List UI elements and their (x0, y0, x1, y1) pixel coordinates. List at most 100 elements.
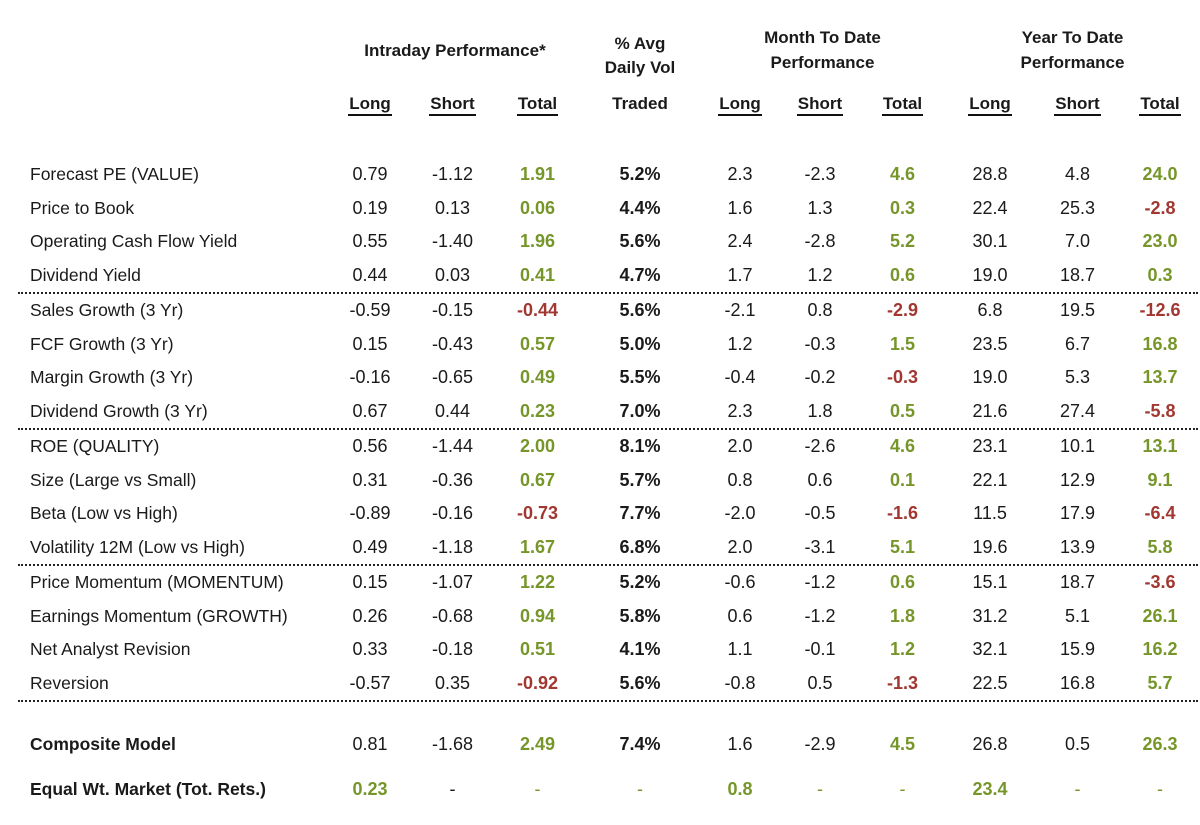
row-label: Size (Large vs Small) (30, 469, 197, 490)
column-header-mtd-short: Short (780, 94, 860, 118)
value-cell: -3.6 (1144, 572, 1176, 593)
value-cell: 0.79 (352, 164, 388, 185)
column-header-label: Long (718, 94, 762, 116)
value-cell: 13.1 (1142, 436, 1178, 457)
value-cell: -1.6 (886, 503, 919, 524)
value-cell: 1.67 (519, 536, 556, 557)
value-cell: 4.1% (619, 639, 661, 660)
value-cell: 0.15 (352, 572, 388, 593)
table-row: ROE (QUALITY) 0.56 -1.44 2.00 8.1% 2.0 -2.6 4.6… (0, 430, 1200, 464)
value-cell: 0.35 (434, 672, 471, 693)
value-cell: -2.9 (886, 300, 919, 321)
value-cell: 23.5 (972, 333, 1008, 354)
value-cell: 0.23 (519, 400, 556, 421)
value-cell: 0.67 (352, 400, 388, 421)
value-cell: - (534, 778, 541, 799)
value-cell: - (1157, 778, 1163, 799)
table-row: Dividend Growth (3 Yr) 0.67 0.44 0.23 7.0% 2.… (0, 395, 1200, 429)
value-cell: 15.9 (1059, 639, 1096, 660)
value-cell: 5.7 (1147, 672, 1173, 693)
value-cell: 7.4% (619, 734, 661, 755)
column-header-label: Total (881, 94, 924, 116)
row-label: ROE (QUALITY) (30, 436, 160, 457)
row-label: Price Momentum (MOMENTUM) (30, 572, 284, 593)
value-cell: - (449, 778, 456, 799)
table-header: Intraday Performance* % Avg Daily Vol Mo… (0, 0, 1200, 118)
table-row: Margin Growth (3 Yr) -0.16 -0.65 0.49 5.5% -0… (0, 361, 1200, 395)
value-cell: 0.5 (807, 672, 833, 693)
value-cell: -0.1 (804, 639, 836, 660)
column-header-label: Traded (612, 94, 668, 113)
column-header-label: Long (348, 94, 392, 116)
value-cell: 9.1 (1147, 469, 1173, 490)
value-cell: 4.5 (889, 734, 916, 755)
value-cell: 19.5 (1059, 300, 1096, 321)
row-label: Beta (Low vs High) (30, 503, 178, 524)
value-cell: -1.12 (431, 164, 474, 185)
table-row: Beta (Low vs High) -0.89 -0.16 -0.73 7.7% -2.… (0, 497, 1200, 531)
table-body: Forecast PE (VALUE) 0.79 -1.12 1.91 5.2% 2.3 -… (0, 158, 1200, 806)
value-cell: 1.3 (807, 197, 833, 218)
value-cell: 5.1 (1064, 605, 1091, 626)
value-cell: 0.1 (889, 469, 916, 490)
column-header-mtd-total: Total (860, 94, 945, 118)
value-cell: 1.6 (727, 197, 753, 218)
value-cell: 1.2 (807, 264, 833, 285)
table-row: Price to Book 0.19 0.13 0.06 4.4% 1.6 1.3 0.3 22… (0, 192, 1200, 226)
row-label: Reversion (30, 672, 109, 693)
value-cell: 1.2 (889, 639, 916, 660)
column-header-ytd-long: Long (945, 94, 1035, 118)
row-label: Volatility 12M (Low vs High) (30, 536, 245, 557)
value-cell: -0.68 (431, 605, 474, 626)
value-cell: 0.94 (519, 605, 556, 626)
table-row: Net Analyst Revision 0.33 -0.18 0.51 4.1% 1.1… (0, 633, 1200, 667)
table-row: Reversion -0.57 0.35 -0.92 5.6% -0.8 0.5 -1.3 22… (0, 667, 1200, 701)
header-avg-daily-vol: % Avg Daily Vol (604, 34, 676, 77)
value-cell: 2.3 (727, 164, 753, 185)
value-cell: 4.6 (889, 436, 916, 457)
value-cell: -1.68 (431, 734, 474, 755)
value-cell: 2.4 (727, 231, 753, 252)
value-cell: -0.18 (431, 639, 474, 660)
value-cell: 0.56 (352, 436, 388, 457)
value-cell: -5.8 (1144, 400, 1176, 421)
value-cell: 4.4% (619, 197, 661, 218)
value-cell: 5.5% (619, 367, 661, 388)
value-cell: 5.8% (619, 605, 661, 626)
row-label: Composite Model (30, 734, 176, 755)
header-year-to-date: Year To Date Performance (1020, 28, 1125, 72)
value-cell: 26.1 (1142, 605, 1178, 626)
value-cell: 5.0% (619, 333, 661, 354)
value-cell: 5.3 (1064, 367, 1091, 388)
value-cell: 1.7 (727, 264, 753, 285)
value-cell: -1.07 (431, 572, 474, 593)
value-cell: 5.7% (619, 469, 661, 490)
value-cell: 2.0 (727, 436, 753, 457)
value-cell: -1.2 (804, 605, 836, 626)
row-label: Dividend Growth (3 Yr) (30, 400, 208, 421)
value-cell: 2.49 (519, 734, 556, 755)
value-cell: -1.40 (431, 231, 474, 252)
table-row: Equal Wt. Market (Tot. Rets.) 0.23 - - - 0.8 -… (0, 773, 1200, 807)
value-cell: 1.8 (807, 400, 833, 421)
value-cell: 0.6 (889, 572, 916, 593)
value-cell: 0.49 (519, 367, 556, 388)
table-row: Forecast PE (VALUE) 0.79 -1.12 1.91 5.2% 2.3 -… (0, 158, 1200, 192)
value-cell: 30.1 (972, 231, 1008, 252)
value-cell: 0.67 (519, 469, 556, 490)
value-cell: 0.33 (352, 639, 388, 660)
dotted-separator (18, 428, 1198, 430)
value-cell: 0.19 (352, 197, 388, 218)
column-header-label: Long (968, 94, 1012, 116)
column-header-vol-traded: Traded (580, 94, 700, 118)
value-cell: -2.9 (804, 734, 836, 755)
dotted-separator (18, 292, 1198, 294)
column-header-label: Short (796, 94, 844, 116)
value-cell: -0.59 (349, 300, 391, 321)
value-cell: 6.7 (1064, 333, 1091, 354)
value-cell: 18.7 (1059, 572, 1096, 593)
value-cell: 7.0 (1064, 231, 1091, 252)
row-label: Equal Wt. Market (Tot. Rets.) (30, 778, 266, 799)
value-cell: 1.5 (889, 333, 916, 354)
table-row: Size (Large vs Small) 0.31 -0.36 0.67 5.7% 0.… (0, 464, 1200, 498)
